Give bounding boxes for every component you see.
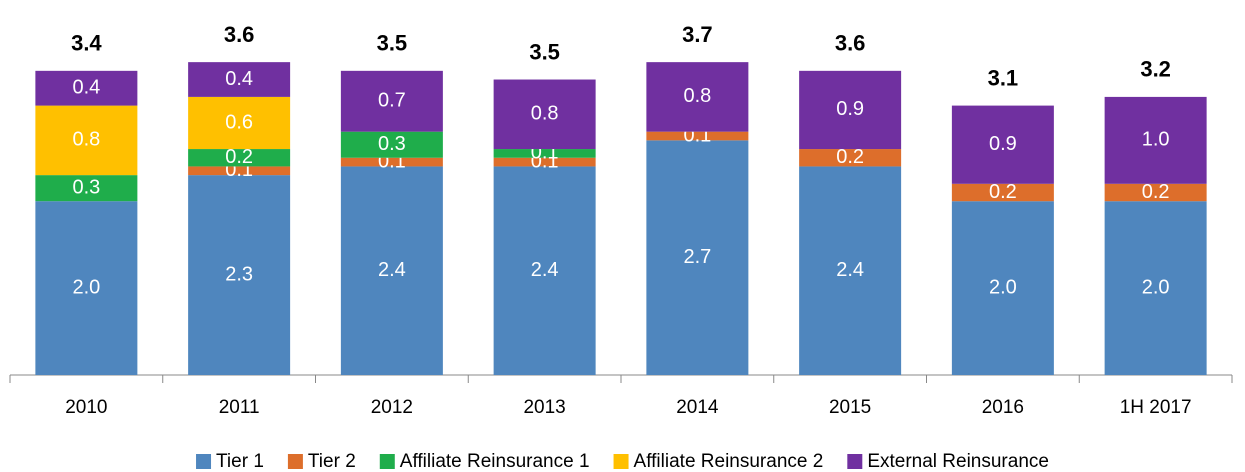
- segment-label: 0.3: [72, 176, 100, 198]
- bar-segment: [188, 62, 291, 97]
- total-label: 3.4: [71, 31, 102, 56]
- total-label: 3.1: [988, 65, 1019, 90]
- bar-segment: [646, 62, 749, 132]
- total-label: 3.6: [224, 22, 255, 47]
- legend-label: Tier 1: [216, 451, 264, 472]
- bar-segment: [188, 96, 291, 150]
- bar-segment: [35, 175, 138, 202]
- legend-label: Affiliate Reinsurance 2: [634, 451, 824, 472]
- segment-label: 0.2: [1142, 181, 1170, 203]
- segment-label: 2.4: [531, 259, 559, 281]
- bar-segment: [493, 166, 596, 375]
- total-label: 3.2: [1140, 57, 1171, 82]
- bar-segment: [951, 201, 1054, 375]
- segment-label: 0.8: [72, 129, 100, 151]
- segment-label: 2.0: [72, 276, 100, 298]
- bar-segment: [1104, 96, 1207, 184]
- legend-label: Affiliate Reinsurance 1: [400, 451, 590, 472]
- bar-segment: [340, 131, 443, 158]
- x-tick-label: 2015: [829, 397, 871, 418]
- segment-label: 2.0: [1142, 276, 1170, 298]
- bar-segment: [493, 79, 596, 150]
- legend-label: External Reinsurance: [867, 451, 1049, 472]
- segment-label: 0.8: [683, 85, 711, 107]
- segment-label: 2.3: [225, 263, 253, 285]
- bar-segment: [799, 70, 902, 150]
- bar-segment: [340, 166, 443, 375]
- bar-segment: [188, 166, 291, 176]
- segment-label: 2.7: [683, 246, 711, 268]
- bar-segment: [35, 70, 138, 106]
- x-tick-label: 2016: [982, 397, 1024, 418]
- total-label: 3.6: [835, 31, 866, 56]
- bar-segment: [646, 131, 749, 141]
- total-label: 3.7: [682, 22, 713, 47]
- bar-segment: [799, 149, 902, 167]
- legend-swatch: [847, 454, 863, 469]
- segment-label: 0.9: [989, 133, 1017, 155]
- segment-label: 0.8: [531, 103, 559, 125]
- bar-segment: [951, 105, 1054, 184]
- segment-label: 0.2: [836, 146, 864, 168]
- bar-segment: [35, 201, 138, 375]
- bar-segment: [951, 183, 1054, 202]
- legend-swatch: [196, 454, 212, 469]
- bar-segment: [1104, 201, 1207, 375]
- segment-label: 0.4: [72, 76, 100, 98]
- segment-label: 0.2: [225, 146, 253, 168]
- segment-label: 0.3: [378, 133, 406, 155]
- x-tick-label: 2011: [219, 397, 260, 418]
- segment-label: 2.4: [836, 259, 864, 281]
- x-tick-label: 2014: [676, 397, 719, 418]
- segment-label: 2.0: [989, 276, 1017, 298]
- total-label: 3.5: [377, 31, 408, 56]
- bar-segment: [493, 149, 596, 158]
- bar-segment: [493, 157, 596, 167]
- legend-swatch: [613, 454, 629, 469]
- legend-label: Tier 2: [308, 451, 356, 472]
- bar-segment: [1104, 183, 1207, 202]
- bar-segment: [340, 70, 443, 132]
- segment-label: 0.7: [378, 90, 406, 112]
- legend-swatch: [379, 454, 395, 469]
- segment-label: 0.2: [989, 181, 1017, 203]
- segment-label: 0.6: [225, 111, 253, 133]
- x-tick-label: 2013: [523, 397, 565, 418]
- segment-label: 1.0: [1142, 129, 1170, 151]
- x-tick-label: 2010: [65, 397, 107, 418]
- segment-label: 0.9: [836, 98, 864, 120]
- x-tick-label: 2012: [371, 397, 413, 418]
- legend-swatch: [287, 454, 303, 469]
- bar-segment: [188, 175, 291, 375]
- bar-segment: [646, 140, 749, 375]
- x-tick-label: 1H 2017: [1120, 397, 1192, 418]
- segment-label: 2.4: [378, 259, 406, 281]
- segment-label: 0.4: [225, 68, 253, 90]
- bar-segment: [799, 166, 902, 375]
- bar-segment: [35, 105, 138, 176]
- bar-segment: [188, 149, 291, 167]
- bar-segment: [340, 157, 443, 167]
- total-label: 3.5: [529, 39, 560, 64]
